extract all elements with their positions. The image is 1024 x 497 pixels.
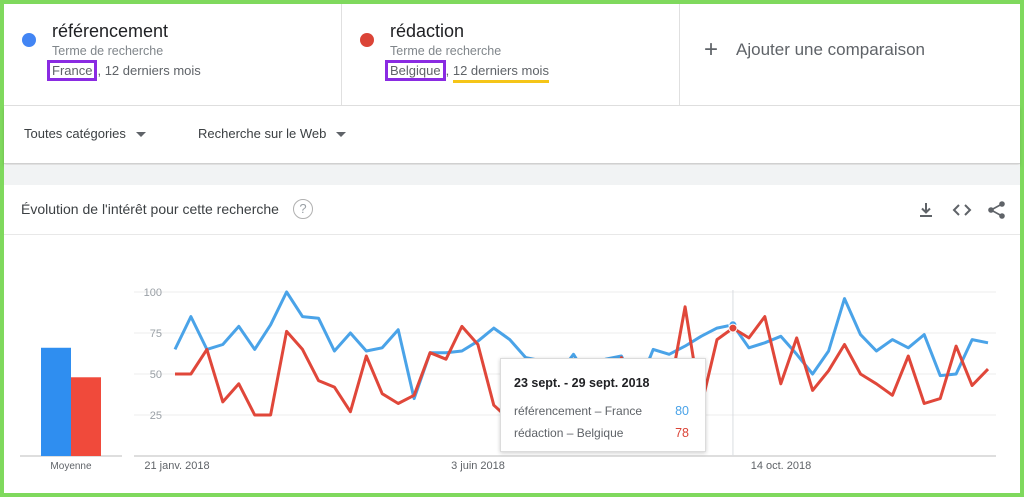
average-label: Moyenne <box>50 461 92 472</box>
search-type-label: Recherche sur le Web <box>198 126 327 141</box>
term-card-referencement[interactable]: référencement Terme de recherche France,… <box>4 4 342 105</box>
x-tick-label: 14 oct. 2018 <box>751 460 812 472</box>
help-icon[interactable]: ? <box>293 199 313 219</box>
caret-down-icon <box>135 132 146 138</box>
tooltip-row-value: 80 <box>675 404 689 418</box>
average-bar <box>41 347 71 456</box>
period-label[interactable]: 12 derniers mois <box>452 63 549 83</box>
tooltip-title: 23 sept. - 29 sept. 2018 <box>514 376 650 390</box>
term-meta[interactable]: Belgique, 12 derniers mois <box>385 60 549 83</box>
y-tick-label: 50 <box>150 369 162 381</box>
y-tick-label: 100 <box>144 287 162 299</box>
term-subtitle: Terme de recherche <box>390 44 502 58</box>
terms-bar: référencement Terme de recherche France,… <box>4 4 1020 106</box>
download-icon[interactable] <box>915 199 937 221</box>
card-header: Évolution de l'intérêt pour cette recher… <box>4 185 1020 235</box>
plus-icon: + <box>704 36 719 63</box>
category-label: Toutes catégories <box>24 126 126 141</box>
card-title: Évolution de l'intérêt pour cette recher… <box>21 201 279 217</box>
hover-point <box>728 323 738 333</box>
x-tick-label: 21 janv. 2018 <box>144 460 209 472</box>
term-color-dot <box>360 33 374 47</box>
region-label[interactable]: France <box>47 60 98 81</box>
add-comparison-button[interactable]: + Ajouter une comparaison <box>680 4 1020 105</box>
tooltip-row-value: 78 <box>675 426 689 440</box>
term-meta[interactable]: France, 12 derniers mois <box>47 60 201 81</box>
embed-icon[interactable] <box>951 199 973 221</box>
average-bar <box>71 377 101 456</box>
tooltip-row-label: rédaction – Belgique <box>514 426 624 440</box>
region-label[interactable]: Belgique <box>385 60 446 81</box>
caret-down-icon <box>336 132 347 138</box>
term-name[interactable]: référencement <box>52 21 169 41</box>
term-name[interactable]: rédaction <box>390 21 465 41</box>
term-card-redaction[interactable]: rédaction Terme de recherche Belgique, 1… <box>342 4 680 105</box>
y-tick-label: 25 <box>150 410 162 422</box>
section-gap <box>4 165 1020 185</box>
y-tick-label: 75 <box>150 328 162 340</box>
term-color-dot <box>22 33 36 47</box>
period-label[interactable]: , 12 derniers mois <box>97 63 201 78</box>
category-dropdown[interactable]: Toutes catégories <box>24 126 146 141</box>
term-subtitle: Terme de recherche <box>52 44 164 58</box>
chart-tooltip: 23 sept. - 29 sept. 2018 référencement –… <box>500 358 706 452</box>
search-type-dropdown[interactable]: Recherche sur le Web <box>198 126 347 141</box>
filters-bar: Toutes catégories Recherche sur le Web <box>4 106 1020 164</box>
add-comparison-label: Ajouter une comparaison <box>736 40 926 59</box>
x-tick-label: 3 juin 2018 <box>451 460 505 472</box>
share-icon[interactable] <box>986 199 1008 221</box>
tooltip-row-label: référencement – France <box>514 404 643 418</box>
